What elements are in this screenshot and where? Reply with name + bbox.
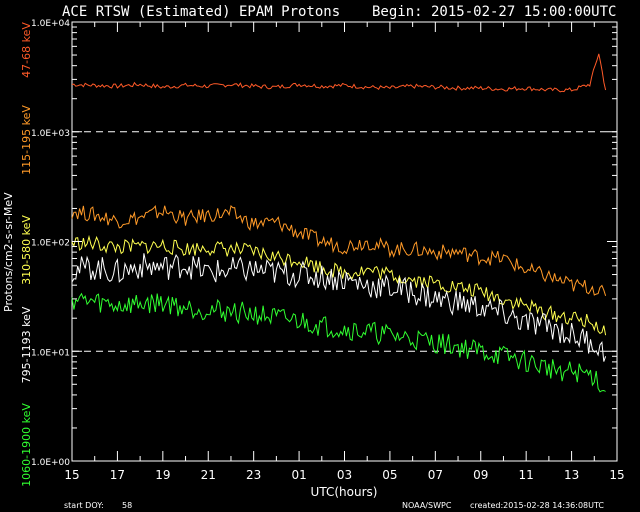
- series-line-795-1193-keV: [71, 253, 607, 362]
- legend: 47-68 keV 115-195 keV 310-580 keV 795-1193 …: [20, 22, 33, 487]
- x-axis-label: UTC(hours): [311, 485, 378, 499]
- x-tick-label: 19: [155, 468, 170, 482]
- legend-entry: 310-580 keV: [20, 215, 33, 285]
- x-tick-label: 15: [609, 468, 624, 482]
- y-tick-label: 1.0E+03: [31, 129, 70, 139]
- y-tick-label: 1.0E+02: [31, 239, 70, 249]
- begin-time: Begin: 2015-02-27 15:00:00UTC: [372, 4, 616, 20]
- x-tick-label: 13: [564, 468, 579, 482]
- x-tick-label: 21: [201, 468, 216, 482]
- series-layer: [71, 53, 607, 393]
- y-tick-label: 1.0E+00: [31, 458, 70, 468]
- x-tick-label: 01: [291, 468, 306, 482]
- y-axis: 1.0E+00 1.0E+01 1.0E+02 1.0E+03 1.0E+04: [31, 19, 617, 468]
- x-axis: 15 17 19 21 23 01 03 05 07 09 11 13 15: [64, 22, 625, 482]
- legend-entry: 47-68 keV: [20, 22, 33, 78]
- x-tick-label: 15: [64, 468, 79, 482]
- x-tick-label: 05: [382, 468, 397, 482]
- x-tick-label: 17: [110, 468, 125, 482]
- x-tick-label: 03: [337, 468, 352, 482]
- legend-entry: 115-195 keV: [20, 105, 33, 175]
- y-tick-label: 1.0E+01: [31, 348, 70, 358]
- y-axis-label: Protons/cm2-s-sr-MeV: [2, 192, 15, 312]
- chart-title: ACE RTSW (Estimated) EPAM Protons: [62, 4, 340, 20]
- x-tick-label: 11: [519, 468, 534, 482]
- start-doy-value: 58: [122, 501, 132, 510]
- legend-entry: 1060-1900 keV: [20, 403, 33, 487]
- series-line-115-195-keV: [71, 205, 607, 296]
- series-line-1060-1900-keV: [71, 292, 606, 393]
- legend-entry: 795-1193 keV: [20, 306, 33, 383]
- source-label: NOAA/SWPC: [402, 501, 452, 510]
- x-tick-label: 07: [428, 468, 443, 482]
- series-line-47-68-keV: [71, 53, 607, 93]
- y-tick-label: 1.0E+04: [31, 19, 70, 29]
- created-timestamp: created:2015-02-28 14:36:08UTC: [470, 501, 604, 510]
- threshold-lines: [72, 131, 617, 352]
- x-tick-label: 09: [473, 468, 488, 482]
- x-tick-label: 23: [246, 468, 261, 482]
- start-doy-label: start DOY:: [64, 501, 104, 510]
